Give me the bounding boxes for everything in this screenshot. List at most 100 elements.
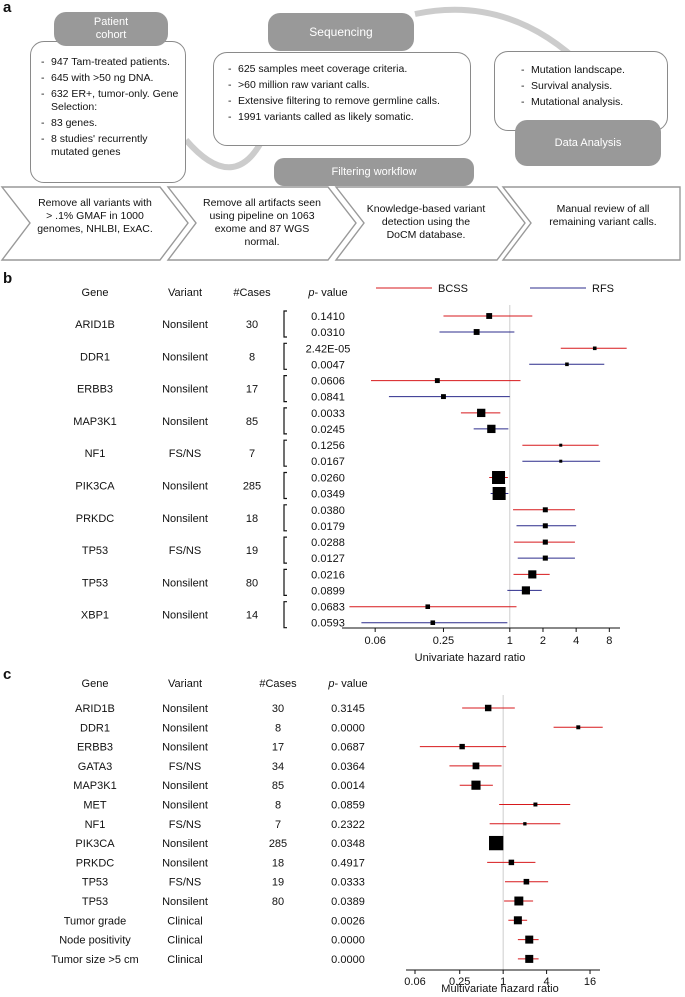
hr-marker-bcss	[528, 570, 537, 579]
variant-label: Nonsilent	[162, 838, 208, 850]
list-item: 947 Tam-treated patients.	[39, 56, 179, 69]
pvalue-rfs: 0.0127	[311, 553, 345, 565]
pvalue-bcss: 0.1410	[311, 311, 345, 323]
variant-label: Nonsilent	[162, 780, 208, 792]
hr-marker-rfs	[441, 394, 446, 400]
step-chevron-2	[166, 186, 357, 261]
gene-label: Tumor grade	[64, 915, 127, 927]
hr-marker-rfs	[542, 555, 548, 561]
filtering-workflow-title: Filtering workflow	[274, 158, 474, 186]
variant-label: FS/NS	[169, 448, 201, 460]
header-gene: Gene	[82, 678, 109, 690]
pvalue-bcss: 0.0683	[311, 602, 345, 614]
patient-cohort-list: 947 Tam-treated patients. 645 with >50 n…	[39, 56, 179, 159]
x-tick-label: 4	[573, 635, 579, 647]
gene-label: TP53	[82, 896, 108, 908]
hr-marker	[533, 802, 538, 807]
panel-c-label: c	[3, 666, 12, 683]
variant-label: Clinical	[167, 915, 202, 927]
sequencing-box: 625 samples meet coverage criteria. >60 …	[213, 52, 471, 146]
step-chevron-3	[334, 186, 526, 261]
pvalue-rfs: 0.0841	[311, 392, 345, 404]
hr-marker-rfs	[487, 424, 496, 434]
row-bracket	[283, 342, 287, 370]
gene-label: GATA3	[78, 761, 112, 773]
variant-label: Nonsilent	[162, 742, 208, 754]
list-item: 625 samples meet coverage criteria.	[226, 63, 464, 76]
cases-label: 18	[272, 857, 284, 869]
hr-marker	[525, 954, 534, 963]
hr-marker	[484, 704, 492, 712]
step-chevron-4	[501, 186, 681, 261]
variant-label: Clinical	[167, 954, 202, 966]
gene-label: NF1	[85, 448, 106, 460]
variant-label: FS/NS	[169, 877, 201, 889]
list-item: 645 with >50 ng DNA.	[39, 72, 179, 85]
hr-marker-bcss	[434, 378, 440, 384]
variant-label: Nonsilent	[162, 416, 208, 428]
pvalue-label: 0.4917	[331, 857, 365, 869]
panel-a-label: a	[3, 0, 12, 16]
row-bracket	[283, 536, 287, 564]
pvalue-label: 0.2322	[331, 819, 365, 831]
x-tick-label: 0.25	[449, 976, 470, 988]
pvalue-rfs: 0.0179	[311, 521, 345, 533]
header-gene: Gene	[82, 287, 109, 299]
header-variant: Variant	[168, 678, 202, 690]
pvalue-rfs: 0.0167	[311, 456, 345, 468]
pvalue-label: 0.0026	[331, 915, 365, 927]
sequencing-title: Sequencing	[268, 13, 414, 51]
gene-label: ERBB3	[77, 742, 113, 754]
variant-label: Nonsilent	[162, 610, 208, 622]
variant-label: Nonsilent	[162, 896, 208, 908]
list-item: 83 genes.	[39, 117, 179, 130]
pvalue-rfs: 0.0245	[311, 424, 345, 436]
cases-label: 80	[246, 577, 258, 589]
gene-label: TP53	[82, 877, 108, 889]
hr-marker	[489, 835, 504, 851]
step-chevron-1	[0, 186, 189, 261]
pvalue-label: 0.3145	[331, 703, 365, 715]
hr-marker	[471, 780, 481, 790]
cases-label: 85	[246, 416, 258, 428]
variant-label: Nonsilent	[162, 513, 208, 525]
cases-label: 17	[272, 742, 284, 754]
hr-marker	[523, 822, 527, 826]
data-analysis-title: Data Analysis	[515, 120, 661, 166]
cases-label: 34	[272, 761, 284, 773]
hr-marker-rfs	[559, 459, 563, 463]
hr-marker-bcss	[542, 539, 548, 545]
hr-marker-rfs	[473, 329, 480, 335]
cases-label: 285	[243, 481, 261, 493]
list-item: >60 million raw variant calls.	[226, 79, 464, 92]
gene-label: ERBB3	[77, 384, 113, 396]
gene-label: ARID1B	[75, 319, 115, 331]
hr-marker-rfs	[430, 620, 436, 625]
gene-label: TP53	[82, 577, 108, 589]
step-text-1: Remove all variants with > .1% GMAF in 1…	[37, 197, 153, 235]
gene-label: PIK3CA	[75, 838, 115, 850]
step-text-2: Remove all artifacts seen using pipeline…	[203, 197, 321, 248]
hr-marker-rfs	[521, 586, 530, 595]
gene-label: MET	[83, 800, 107, 812]
gene-label: PIK3CA	[75, 481, 115, 493]
x-tick-label: 0.25	[433, 635, 454, 647]
header-variant: Variant	[168, 287, 202, 299]
patient-cohort-title: Patient cohort	[54, 12, 168, 46]
pvalue-bcss: 0.1256	[311, 440, 345, 452]
variant-label: Nonsilent	[162, 384, 208, 396]
cases-label: 85	[272, 780, 284, 792]
variant-label: FS/NS	[169, 545, 201, 557]
x-tick-label: 1	[500, 976, 506, 988]
sequencing-list: 625 samples meet coverage criteria. >60 …	[226, 63, 464, 124]
pvalue-label: 0.0348	[331, 838, 365, 850]
pvalue-rfs: 0.0593	[311, 618, 345, 630]
row-bracket	[283, 375, 287, 403]
pvalue-bcss: 0.0216	[311, 569, 345, 581]
data-analysis-list: Mutation landscape. Survival analysis. M…	[519, 64, 661, 109]
pvalue-bcss: 0.0606	[311, 376, 345, 388]
hr-marker-bcss	[542, 507, 548, 513]
panel-b-label: b	[3, 270, 13, 287]
row-bracket	[283, 504, 287, 532]
x-axis-title: Multivariate hazard ratio	[441, 983, 558, 995]
